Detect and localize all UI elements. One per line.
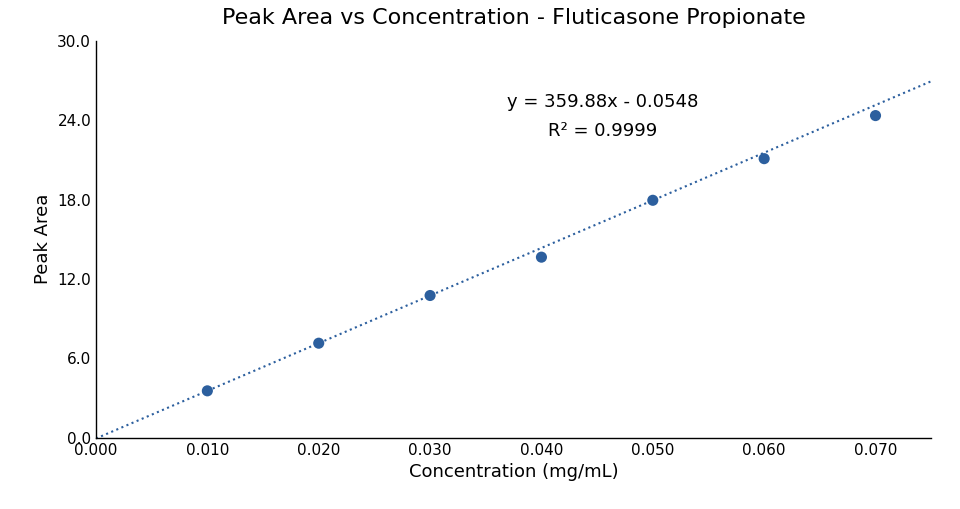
Point — [200, 387, 215, 395]
Title: Peak Area vs Concentration - Fluticasone Propionate: Peak Area vs Concentration - Fluticasone… — [222, 8, 805, 28]
Text: y = 359.88x - 0.0548
R² = 0.9999: y = 359.88x - 0.0548 R² = 0.9999 — [507, 93, 698, 140]
Y-axis label: Peak Area: Peak Area — [34, 194, 52, 285]
Point — [311, 339, 326, 347]
Point — [645, 196, 660, 204]
Point — [534, 253, 549, 261]
Point — [756, 155, 772, 163]
X-axis label: Concentration (mg/mL): Concentration (mg/mL) — [409, 463, 618, 481]
Point — [422, 292, 438, 300]
Point — [868, 111, 883, 120]
